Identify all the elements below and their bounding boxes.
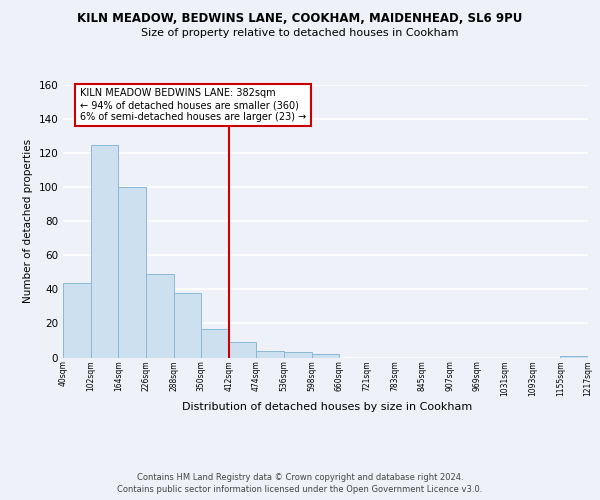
Text: Contains HM Land Registry data © Crown copyright and database right 2024.: Contains HM Land Registry data © Crown c… (137, 472, 463, 482)
Bar (201, 328, 229, 358)
Text: Contains public sector information licensed under the Open Government Licence v3: Contains public sector information licen… (118, 485, 482, 494)
Bar (284, 352, 311, 358)
Bar (91, 144, 118, 358)
Bar (146, 274, 173, 357)
Bar (311, 354, 340, 358)
Bar (63, 282, 91, 358)
Y-axis label: Number of detached properties: Number of detached properties (23, 139, 33, 304)
Text: Size of property relative to detached houses in Cookham: Size of property relative to detached ho… (141, 28, 459, 38)
Text: KILN MEADOW, BEDWINS LANE, COOKHAM, MAIDENHEAD, SL6 9PU: KILN MEADOW, BEDWINS LANE, COOKHAM, MAID… (77, 12, 523, 26)
Text: Distribution of detached houses by size in Cookham: Distribution of detached houses by size … (182, 402, 472, 412)
Bar (560, 356, 588, 358)
Bar (256, 350, 284, 358)
Text: KILN MEADOW BEDWINS LANE: 382sqm
← 94% of detached houses are smaller (360)
6% o: KILN MEADOW BEDWINS LANE: 382sqm ← 94% o… (80, 88, 306, 122)
Bar (229, 342, 256, 357)
Bar (118, 187, 146, 358)
Bar (173, 293, 201, 358)
